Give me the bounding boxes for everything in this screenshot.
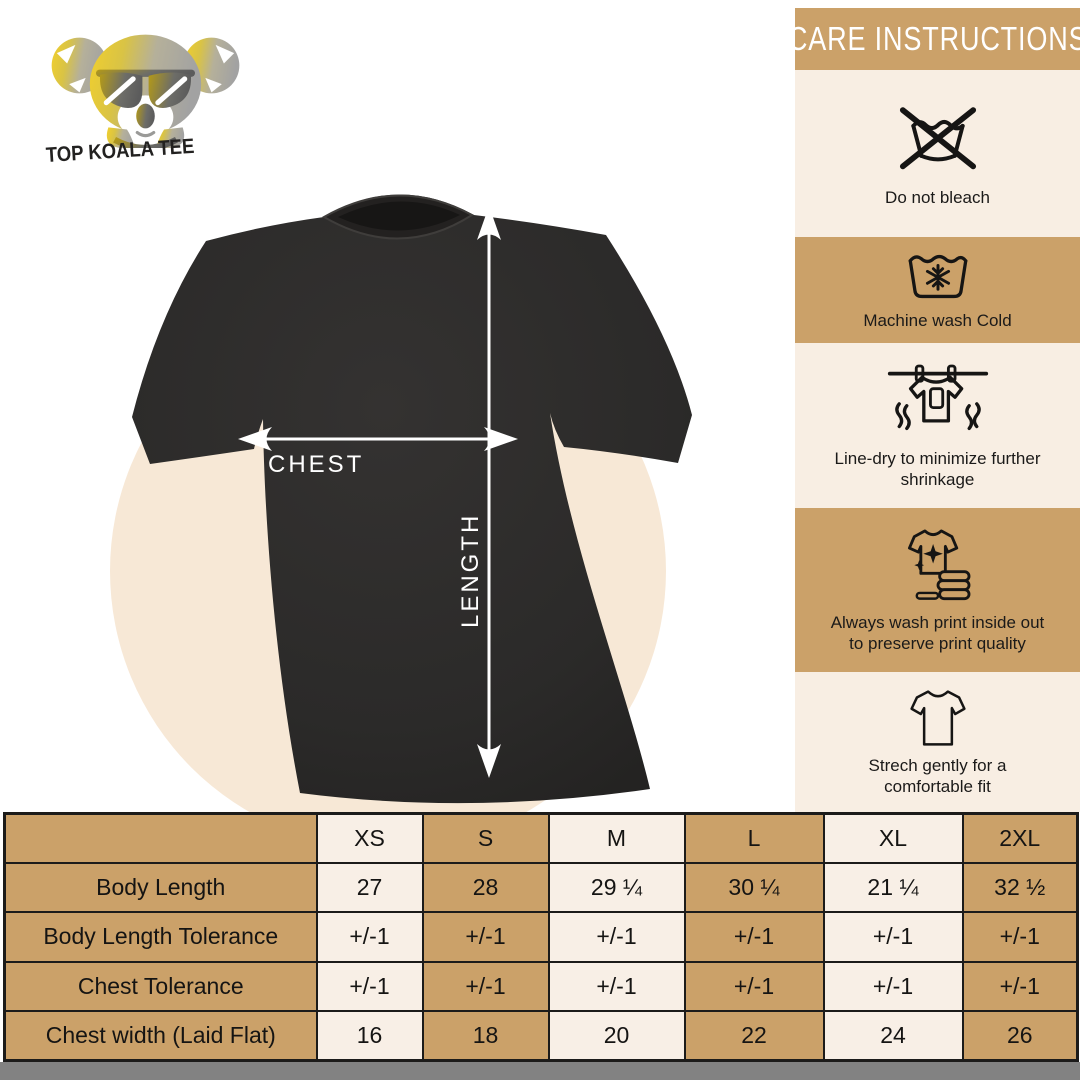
care-item-do-not-bleach: Do not bleach [795,70,1080,237]
brand-logo: TOP KOALA TEE [38,16,253,186]
stretch-gently-icon [909,690,966,746]
size-value-cell: 24 [822,1009,964,1062]
size-value-cell: +/-1 [822,911,964,963]
wash-inside-out-icon [907,529,970,600]
koala-head [51,34,240,148]
size-value-cell: +/-1 [683,911,825,963]
size-value-cell: 20 [547,1009,686,1062]
care-item-label: Do not bleach [885,187,990,207]
size-value-cell: +/-1 [315,911,424,963]
size-value-cell: +/-1 [961,960,1079,1012]
row-label: Body Length Tolerance [3,911,318,963]
machine-wash-cold-icon [908,255,967,299]
size-chart-table: XS S M L XL 2XL Body Length 27 28 29 ¼ 3… [3,812,1079,1062]
do-not-bleach-icon [899,106,976,169]
column-header-blank [3,812,318,865]
line-dry-icon [887,364,988,431]
koala-sunglasses [96,69,195,108]
care-instructions-header: CARE INSTRUCTIONS [788,8,1080,70]
size-value-cell: 18 [421,1009,550,1062]
care-item-machine-wash-cold: Machine wash Cold [795,237,1080,343]
care-item-stretch-gently: Strech gently for a comfortable fit [795,672,1080,812]
size-value-cell: +/-1 [547,911,686,963]
table-row-body-length: Body Length 27 28 29 ¼ 30 ¼ 21 ¼ 32 ½ [3,862,1079,914]
size-value-cell: 29 ¼ [547,862,686,914]
size-value-cell: 27 [315,862,424,914]
koala-logo-graphic [51,34,240,148]
size-value-cell: +/-1 [547,960,686,1012]
tshirt-body [132,194,692,804]
row-label: Body Length [3,862,318,914]
footer-bar [0,1062,1080,1080]
column-header-xl: XL [822,812,964,865]
size-value-cell: 30 ¼ [683,862,825,914]
size-value-cell: 28 [421,862,550,914]
size-value-cell: 32 ½ [961,862,1079,914]
column-header-l: L [683,812,825,865]
column-header-s: S [421,812,550,865]
size-chart: XS S M L XL 2XL Body Length 27 28 29 ¼ 3… [3,812,1079,1062]
size-value-cell: +/-1 [315,960,424,1012]
care-item-label: Line-dry to minimize further shrinkage [834,449,1041,489]
size-chart-header-row: XS S M L XL 2XL [3,812,1079,865]
size-value-cell: +/-1 [421,960,550,1012]
size-value-cell: 21 ¼ [822,862,964,914]
column-header-xs: XS [315,812,424,865]
table-row-chest-width: Chest width (Laid Flat) 16 18 20 22 24 2… [3,1009,1079,1062]
size-value-cell: 22 [683,1009,825,1062]
column-header-m: M [547,812,686,865]
tshirt-collar-opening [338,201,460,231]
care-item-label: Strech gently for a comfortable fit [868,755,1007,796]
row-label: Chest Tolerance [3,960,318,1012]
care-item-label: Machine wash Cold [863,311,1012,331]
care-instructions-title: CARE INSTRUCTIONS [787,20,1080,57]
size-value-cell: 26 [961,1009,1079,1062]
size-value-cell: +/-1 [961,911,1079,963]
table-row-body-length-tolerance: Body Length Tolerance +/-1 +/-1 +/-1 +/-… [3,911,1079,963]
care-item-wash-inside-out: Always wash print inside out to preserve… [795,508,1080,672]
size-value-cell: +/-1 [822,960,964,1012]
size-value-cell: 16 [315,1009,424,1062]
care-instructions-panel: CARE INSTRUCTIONS Do not bleach [788,8,1080,812]
size-value-cell: +/-1 [421,911,550,963]
column-header-2xl: 2XL [961,812,1079,865]
table-row-chest-tolerance: Chest Tolerance +/-1 +/-1 +/-1 +/-1 +/-1… [3,960,1079,1012]
care-item-line-dry: Line-dry to minimize further shrinkage [795,343,1080,508]
tshirt-image [132,194,692,804]
row-label: Chest width (Laid Flat) [3,1009,318,1062]
care-item-label: Always wash print inside out to preserve… [830,612,1045,653]
size-value-cell: +/-1 [683,960,825,1012]
